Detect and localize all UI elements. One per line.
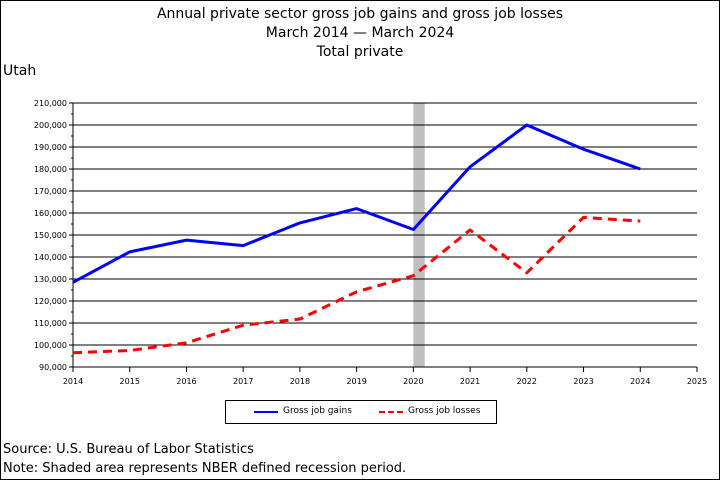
- x-tick-label: 2021: [460, 377, 480, 386]
- x-tick-label: 2024: [630, 377, 650, 386]
- series-line-losses: [72, 215, 641, 355]
- legend-swatch-losses: [379, 411, 403, 413]
- y-tick-label: 190,000: [34, 143, 67, 152]
- y-tick-label: 210,000: [34, 99, 67, 108]
- recession-note: Note: Shaded area represents NBER define…: [3, 461, 407, 476]
- y-tick-label: 90,000: [39, 363, 67, 372]
- title-line-1: Annual private sector gross job gains an…: [156, 6, 564, 22]
- x-tick-label: 2022: [517, 377, 537, 386]
- title-line-3: Total private: [316, 44, 404, 60]
- y-tick-label: 170,000: [34, 187, 67, 196]
- legend-swatch-gains: [254, 411, 278, 413]
- x-tick-label: 2015: [120, 377, 140, 386]
- y-tick-label: 140,000: [34, 253, 67, 262]
- chart-title: Annual private sector gross job gains an…: [0, 5, 720, 62]
- y-tick-label: 160,000: [34, 209, 67, 218]
- x-tick-label: 2019: [346, 377, 366, 386]
- y-tick-label: 120,000: [34, 297, 67, 306]
- y-tick-label: 150,000: [34, 231, 67, 240]
- x-tick-label: 2018: [290, 377, 310, 386]
- x-tick-label: 2020: [403, 377, 423, 386]
- region-label: Utah: [3, 63, 37, 79]
- x-tick-label: 2016: [176, 377, 196, 386]
- x-tick-label: 2023: [573, 377, 593, 386]
- y-tick-label: 110,000: [34, 319, 67, 328]
- source-note: Source: U.S. Bureau of Labor Statistics: [3, 442, 254, 457]
- title-line-2: March 2014 — March 2024: [265, 25, 455, 41]
- series-line-gains: [72, 123, 641, 284]
- footnotes: Source: U.S. Bureau of Labor Statistics …: [3, 440, 406, 478]
- legend-label-losses: Gross job losses: [408, 406, 481, 416]
- y-tick-label: 200,000: [34, 121, 67, 130]
- x-tick-label: 2017: [233, 377, 253, 386]
- y-tick-label: 130,000: [34, 275, 67, 284]
- y-tick-label: 180,000: [34, 165, 67, 174]
- chart-legend: Gross job gains Gross job losses: [225, 400, 497, 424]
- legend-label-gains: Gross job gains: [283, 406, 352, 416]
- x-tick-label: 2014: [63, 377, 83, 386]
- y-tick-label: 100,000: [34, 341, 67, 350]
- x-tick-label: 2025: [687, 377, 707, 386]
